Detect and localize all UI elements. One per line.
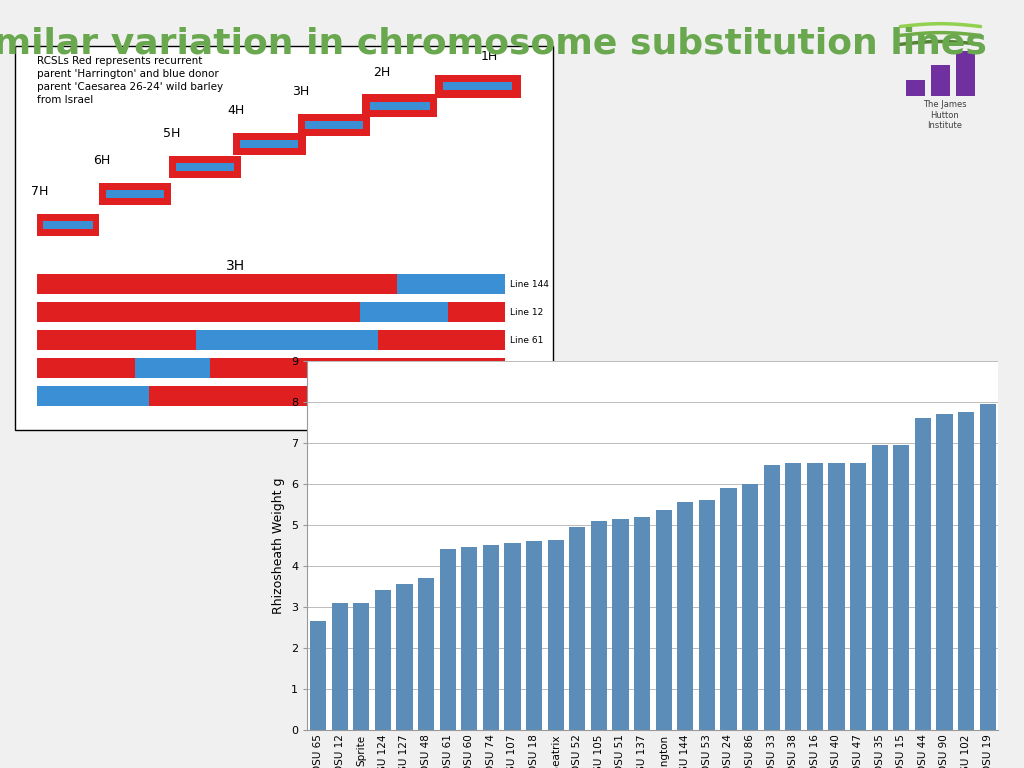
Bar — [37, 303, 359, 323]
Bar — [764, 465, 779, 730]
Bar — [418, 578, 434, 730]
Bar — [98, 183, 171, 205]
Bar — [504, 543, 520, 730]
Bar — [378, 330, 505, 350]
Bar — [298, 114, 371, 136]
Bar — [37, 274, 397, 294]
Bar — [150, 386, 505, 406]
Bar — [955, 51, 975, 95]
Text: 3H: 3H — [292, 85, 309, 98]
Bar — [196, 330, 378, 350]
Bar — [435, 75, 521, 98]
Bar — [482, 545, 499, 730]
Bar — [449, 303, 505, 323]
Bar — [176, 163, 233, 171]
Bar — [396, 584, 413, 730]
Text: 7H: 7H — [32, 185, 49, 198]
Bar — [980, 404, 995, 730]
Bar — [936, 414, 952, 730]
Text: 1H: 1H — [480, 51, 498, 64]
Bar — [871, 445, 888, 730]
Bar — [893, 445, 909, 730]
Bar — [353, 603, 370, 730]
Y-axis label: Rhizosheath Weight g: Rhizosheath Weight g — [272, 477, 286, 614]
Bar — [742, 484, 758, 730]
Text: 2H: 2H — [373, 66, 390, 79]
Bar — [850, 463, 866, 730]
Bar — [375, 591, 391, 730]
Bar — [210, 358, 505, 379]
Bar — [548, 541, 563, 730]
Text: 4H: 4H — [227, 104, 245, 118]
Text: 6H: 6H — [93, 154, 111, 167]
Bar — [634, 517, 650, 730]
Text: Institute: Institute — [927, 121, 963, 130]
Bar — [828, 463, 845, 730]
Bar — [914, 419, 931, 730]
Bar — [362, 94, 437, 117]
Bar — [37, 330, 196, 350]
Bar — [37, 358, 135, 379]
Text: Line 12: Line 12 — [510, 308, 543, 316]
Bar — [439, 549, 456, 730]
Bar — [37, 214, 98, 236]
Bar — [785, 463, 802, 730]
Bar — [698, 500, 715, 730]
Text: RCSLs Red represents recurrent
parent 'Harrington' and blue donor
parent 'Caesar: RCSLs Red represents recurrent parent 'H… — [37, 56, 223, 105]
Bar — [43, 220, 92, 229]
Bar — [105, 190, 164, 198]
Bar — [305, 121, 362, 129]
Bar — [931, 65, 950, 95]
Text: Line 33: Line 33 — [510, 392, 544, 401]
Bar — [569, 527, 586, 730]
Text: 5H: 5H — [163, 127, 180, 141]
Bar — [135, 358, 210, 379]
Bar — [241, 140, 298, 148]
Bar — [359, 303, 449, 323]
Bar — [591, 521, 607, 730]
Bar — [655, 511, 672, 730]
Text: Similar variation in chromosome substitution lines: Similar variation in chromosome substitu… — [0, 27, 987, 61]
Bar — [37, 386, 150, 406]
Text: Line 61: Line 61 — [510, 336, 544, 345]
Bar — [526, 541, 542, 730]
Bar — [443, 82, 512, 91]
Bar — [612, 518, 629, 730]
Bar — [370, 101, 430, 110]
Text: Line 48: Line 48 — [510, 364, 543, 372]
Text: Hutton: Hutton — [930, 111, 959, 120]
Bar — [310, 621, 326, 730]
Bar — [461, 548, 477, 730]
Bar — [720, 488, 736, 730]
Bar — [332, 603, 348, 730]
Bar — [906, 80, 926, 95]
Bar — [397, 274, 505, 294]
Bar — [169, 156, 242, 178]
Bar — [677, 502, 693, 730]
Text: Line 144: Line 144 — [510, 280, 549, 289]
Text: 3H: 3H — [226, 260, 246, 273]
Text: The James: The James — [923, 100, 967, 109]
Bar — [807, 463, 823, 730]
Bar — [233, 133, 306, 155]
Bar — [957, 412, 974, 730]
